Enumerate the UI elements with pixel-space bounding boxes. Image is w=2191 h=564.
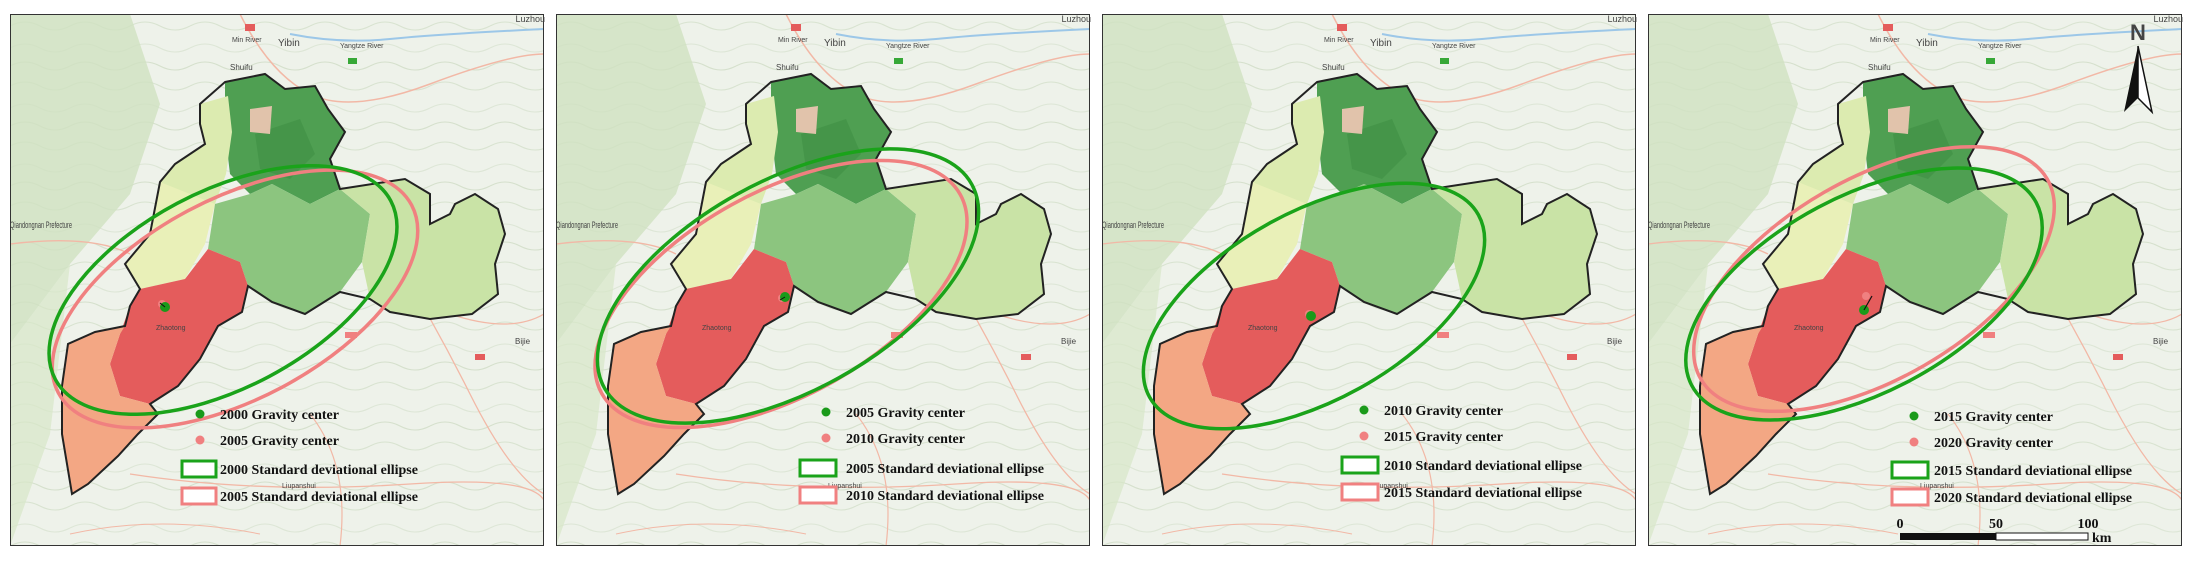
scale-tick-50: 50 (1989, 517, 2003, 532)
legend-center-a-label: 2015 Gravity center (1934, 410, 2053, 425)
legend-center-a-icon (195, 409, 205, 419)
ellipse-a (595, 147, 981, 425)
label-city-b: Shuifu (776, 63, 799, 72)
label-river-a: Min River (1870, 37, 1900, 44)
legend-ellipse-a-label: 2010 Standard deviational ellipse (1384, 459, 1582, 474)
label-top-right: Luzhou (2153, 14, 2183, 24)
label-city-a: Yibin (1370, 38, 1392, 49)
gravity-shift-line (1863, 295, 1873, 311)
legend-center-a-label: 2005 Gravity center (846, 406, 965, 421)
label-bijie: Bijie (515, 337, 531, 346)
legend-ellipse-a-icon (1340, 455, 1380, 475)
label-river-b: Yangtze River (886, 43, 930, 50)
label-zhaotong: Zhaotong (156, 325, 186, 332)
scale-tick-100: 100 (2078, 517, 2099, 532)
label-city-b: Shuifu (1868, 63, 1891, 72)
label-top-right: Luzhou (1607, 14, 1637, 24)
legend-ellipse-a-label: 2015 Standard deviational ellipse (1934, 464, 2132, 479)
label-liupanshui: Liupanshui (282, 483, 316, 490)
label-city-a: Yibin (278, 38, 300, 49)
label-liupanshui: Liupanshui (1920, 483, 1954, 490)
legend-center-a-icon (821, 407, 831, 417)
legend-center-a-icon (1359, 405, 1369, 415)
label-river-b: Yangtze River (340, 43, 384, 50)
legend-ellipse-a-label: 2000 Standard deviational ellipse (220, 463, 418, 478)
legend-ellipse-b-label: 2020 Standard deviational ellipse (1934, 491, 2132, 506)
label-zhaotong: Zhaotong (1794, 325, 1824, 332)
legend-center-b-label: 2020 Gravity center (1934, 436, 2053, 451)
label-river-a: Min River (778, 37, 808, 44)
label-city-a: Yibin (824, 38, 846, 49)
label-prefecture: Qiandongnan Prefecture (1648, 220, 1710, 230)
legend-ellipse-a-icon (180, 459, 218, 479)
label-zhaotong: Zhaotong (702, 325, 732, 332)
label-city-a: Yibin (1916, 38, 1938, 49)
legend-ellipse-a-icon (798, 458, 838, 478)
ellipse-b (1691, 144, 2057, 414)
legend-center-b-label: 2005 Gravity center (220, 434, 339, 449)
legend-center-b-label: 2010 Gravity center (846, 432, 965, 447)
scale-unit: km (2092, 531, 2112, 546)
legend-center-b-icon (1359, 431, 1369, 441)
legend-center-b-icon (195, 435, 205, 445)
label-bijie: Bijie (2153, 337, 2169, 346)
gravity-shift-line (159, 302, 166, 308)
legend-ellipse-b-icon (1340, 482, 1380, 502)
label-river-a: Min River (1324, 37, 1354, 44)
legend: 2005 Gravity center 2010 Gravity center … (798, 406, 1044, 505)
legend-center-b-label: 2015 Gravity center (1384, 430, 1503, 445)
legend: 2015 Gravity center 2020 Gravity center … (1890, 410, 2132, 507)
map-panel-1: Luzhou Yibin Shuifu Min River Yangtze Ri… (9, 14, 545, 546)
label-river-b: Yangtze River (1432, 43, 1476, 50)
legend-center-a-icon (1909, 411, 1919, 421)
legend-ellipse-a-label: 2005 Standard deviational ellipse (846, 462, 1044, 477)
legend-ellipse-b-icon (180, 486, 218, 506)
label-top-right: Luzhou (515, 14, 545, 24)
legend: 2000 Gravity center 2005 Gravity center … (180, 408, 418, 506)
legend-center-b-icon (821, 433, 831, 443)
legend-ellipse-b-icon (1890, 487, 1930, 507)
label-top-right: Luzhou (1061, 14, 1091, 24)
legend-center-a-label: 2010 Gravity center (1384, 404, 1503, 419)
label-liupanshui: Liupanshui (828, 483, 862, 490)
scale-bar: 0 50 100 km (1897, 517, 2112, 546)
north-arrow-label: N (2130, 20, 2146, 45)
legend-ellipse-a-icon (1890, 460, 1930, 480)
north-arrow: N (2124, 20, 2154, 115)
legend-ellipse-b-icon (798, 485, 838, 505)
label-city-b: Shuifu (1322, 63, 1345, 72)
legend-center-b-icon (1909, 437, 1919, 447)
label-river-a: Min River (232, 37, 262, 44)
label-zhaotong: Zhaotong (1248, 325, 1278, 332)
north-arrow-left-half (2124, 46, 2138, 112)
ellipse-a (47, 163, 399, 417)
ellipse-a (1141, 181, 1487, 431)
label-prefecture: Qiandongnan Prefecture (1102, 220, 1164, 230)
label-bijie: Bijie (1061, 337, 1077, 346)
gravity-center-b (1862, 292, 1870, 300)
label-city-b: Shuifu (230, 63, 253, 72)
legend: 2010 Gravity center 2015 Gravity center … (1340, 404, 1582, 502)
gravity-center-a (1306, 311, 1316, 321)
scale-segment-2 (1995, 532, 2089, 541)
map-panel-4: Luzhou Yibin Shuifu Min River Yangtze Ri… (1646, 14, 2184, 546)
label-bijie: Bijie (1607, 337, 1623, 346)
legend-ellipse-b-label: 2015 Standard deviational ellipse (1384, 486, 1582, 501)
north-arrow-right-half (2137, 45, 2154, 115)
label-liupanshui: Liupanshui (1374, 483, 1408, 490)
label-prefecture: Qiandongnan Prefecture (10, 220, 72, 230)
legend-center-a-label: 2000 Gravity center (220, 408, 339, 423)
legend-ellipse-b-label: 2005 Standard deviational ellipse (220, 490, 418, 505)
ellipse-a (1684, 166, 2044, 422)
map-panel-2: Luzhou Yibin Shuifu Min River Yangtze Ri… (552, 14, 1091, 546)
scale-tick-0: 0 (1897, 517, 1904, 532)
ellipse-b (50, 168, 420, 430)
scale-segment-1 (1900, 533, 1996, 540)
gravity-shift-line (779, 296, 786, 301)
label-river-b: Yangtze River (1978, 43, 2022, 50)
map-panel-3: Luzhou Yibin Shuifu Min River Yangtze Ri… (1102, 14, 1638, 546)
legend-ellipse-b-label: 2010 Standard deviational ellipse (846, 489, 1044, 504)
label-prefecture: Qiandongnan Prefecture (556, 220, 618, 230)
